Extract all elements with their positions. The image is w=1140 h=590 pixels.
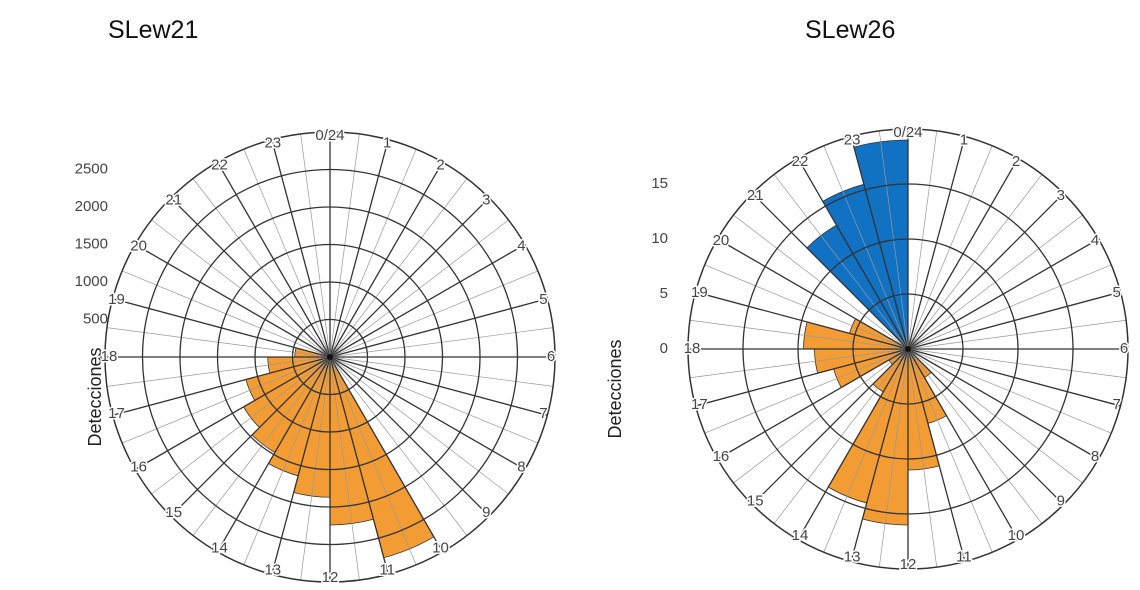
y-axis-label: Detecciones	[85, 347, 105, 446]
grid-ring	[254, 281, 406, 433]
hour-label: 10	[432, 539, 449, 556]
r-tick-label: 15	[651, 175, 668, 192]
hour-label: 0/24	[893, 124, 922, 141]
chart-title: SLew26	[805, 16, 895, 44]
hour-label: 9	[1057, 493, 1065, 510]
hour-label: 16	[130, 458, 147, 475]
hour-label: 15	[747, 493, 764, 510]
r-tick-label: 10	[651, 230, 668, 247]
hour-label: 14	[792, 527, 809, 544]
y-axis-label: Detecciones	[605, 339, 625, 438]
hour-label: 15	[165, 504, 182, 521]
hour-label: 19	[108, 291, 125, 308]
hour-label: 23	[844, 131, 861, 148]
hour-label: 7	[539, 405, 547, 422]
hour-label: 20	[713, 232, 730, 249]
hour-label: 11	[379, 561, 395, 578]
hour-label: 1	[383, 134, 391, 151]
hour-label: 1	[960, 131, 968, 148]
hour-label: 9	[482, 504, 490, 521]
grid-ring	[797, 238, 1019, 460]
hour-label: 6	[1120, 340, 1128, 357]
hour-label: 23	[264, 134, 281, 151]
chart-title: SLew21	[108, 16, 198, 44]
hub	[327, 354, 333, 360]
hour-label: 5	[1112, 284, 1120, 301]
r-tick-label: 1500	[75, 235, 108, 252]
grid-ring	[291, 318, 369, 396]
r-tick-label: 1000	[75, 273, 108, 290]
r-tick-label: 0	[660, 340, 668, 357]
hour-label: 8	[517, 458, 525, 475]
grid-ring	[852, 293, 964, 405]
hour-label: 11	[956, 549, 972, 566]
hour-label: 8	[1091, 448, 1099, 465]
hour-label: 7	[1112, 396, 1120, 413]
grid-ring	[742, 183, 1074, 515]
grid-ring	[141, 168, 519, 546]
hour-label: 3	[1057, 187, 1065, 204]
outer-ring	[104, 131, 556, 583]
hour-label: 20	[130, 237, 147, 254]
r-tick-label: 2000	[75, 198, 108, 215]
hour-label: 2	[1012, 153, 1020, 170]
hour-label: 12	[900, 556, 917, 573]
grid-ring	[216, 243, 444, 471]
hour-label: 14	[211, 539, 228, 556]
hour-label: 3	[482, 192, 490, 209]
hour-label: 22	[211, 157, 228, 174]
hour-label: 0/24	[315, 127, 344, 144]
hour-label: 18	[101, 348, 118, 365]
hour-label: 17	[108, 405, 125, 422]
hour-label: 21	[747, 187, 764, 204]
hour-label: 21	[165, 192, 182, 209]
hub	[905, 346, 911, 352]
r-tick-label: 2500	[75, 160, 108, 177]
hour-label: 16	[713, 448, 730, 465]
hour-label: 13	[264, 561, 281, 578]
outer-ring	[687, 128, 1129, 570]
hour-label: 2	[436, 157, 444, 174]
hour-label: 5	[539, 291, 547, 308]
hour-label: 4	[517, 237, 525, 254]
hour-label: 22	[792, 153, 809, 170]
hour-label: 12	[322, 569, 339, 586]
hour-label: 6	[547, 348, 555, 365]
r-tick-label: 5	[660, 285, 668, 302]
hour-label: 17	[691, 396, 708, 413]
hour-label: 10	[1008, 527, 1025, 544]
hour-label: 4	[1091, 232, 1099, 249]
hour-label: 18	[684, 340, 701, 357]
grid-ring	[179, 206, 481, 508]
r-tick-label: 500	[83, 310, 108, 327]
hour-label: 13	[844, 549, 861, 566]
hour-label: 19	[691, 284, 708, 301]
r-tick-label: 0	[100, 348, 108, 365]
